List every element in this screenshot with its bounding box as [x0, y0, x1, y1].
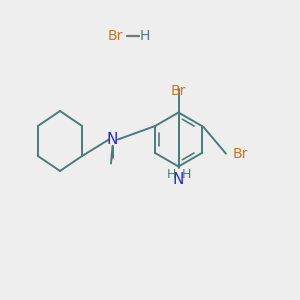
- Text: N: N: [173, 172, 184, 188]
- Text: Br: Br: [108, 29, 123, 43]
- Text: N: N: [107, 132, 118, 147]
- Text: H: H: [166, 168, 176, 181]
- Text: Br: Br: [171, 84, 186, 98]
- Text: Br: Br: [232, 147, 248, 160]
- Text: H: H: [140, 29, 150, 43]
- Text: H: H: [181, 168, 191, 181]
